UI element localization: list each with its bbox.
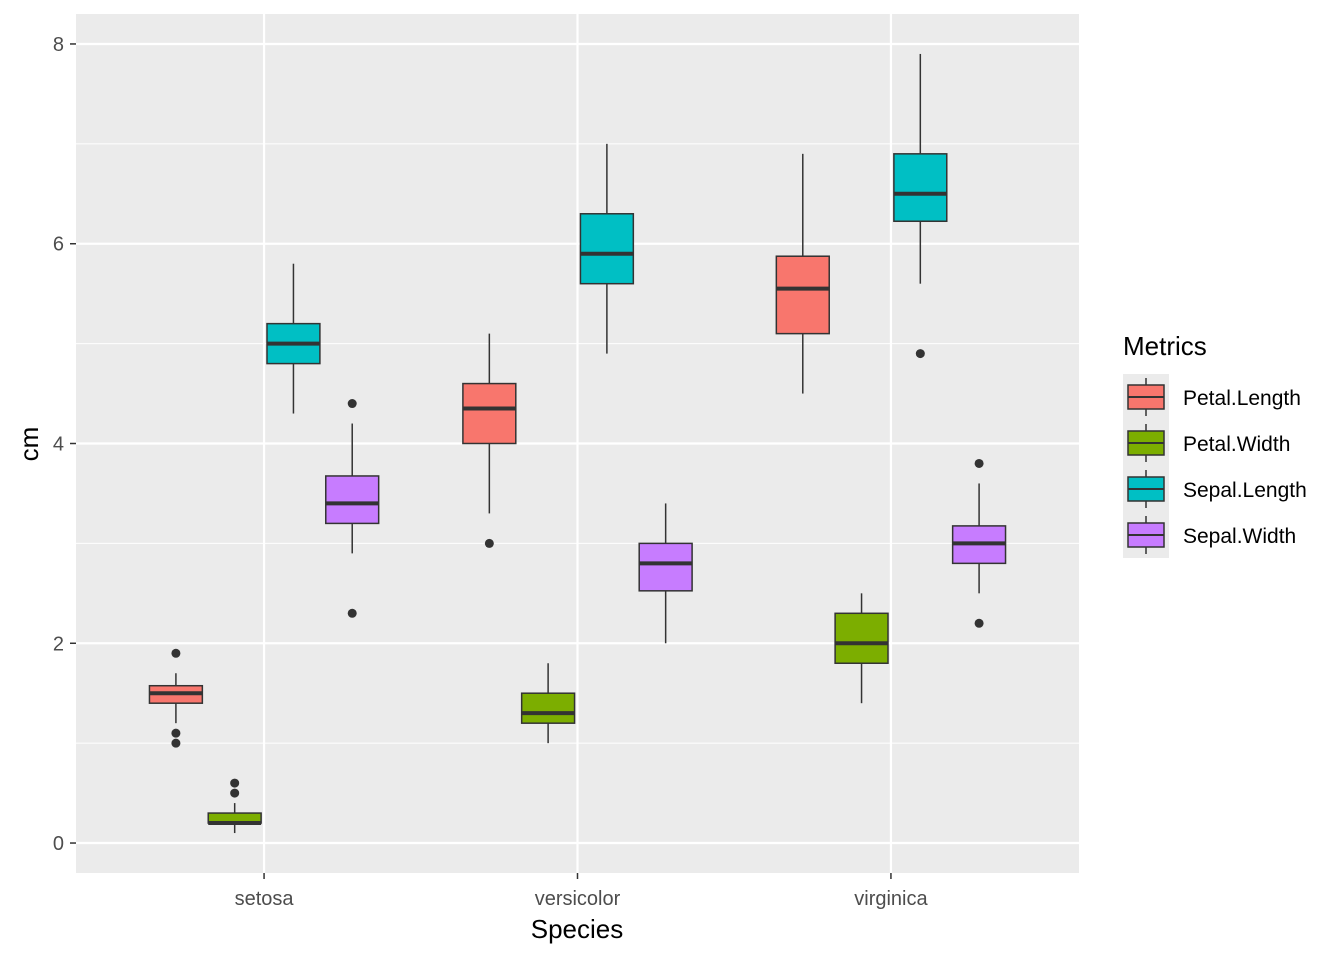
box-body — [638, 542, 693, 592]
legend-title: Metrics — [1123, 331, 1207, 361]
legend-entry-sepal-length: Sepal.Length — [1123, 466, 1307, 512]
x-tick-label: setosa — [235, 888, 295, 910]
outlier-point — [230, 778, 240, 788]
box-petal-length-virginica — [775, 153, 830, 394]
box-petal-width-setosa — [207, 778, 262, 834]
outlier-point — [347, 608, 357, 618]
box-petal-width-versicolor — [520, 663, 576, 744]
legend-entry-petal-length: Petal.Length — [1123, 374, 1301, 420]
legend-entries: Petal.Length Petal.Width Sepal.Length Sepal… — [1123, 374, 1307, 558]
box-sepal-length-virginica — [893, 53, 948, 359]
major-gridlines — [76, 14, 1079, 873]
legend-label: Sepal.Length — [1183, 479, 1307, 502]
outlier-point — [171, 728, 181, 738]
box-body — [325, 475, 380, 525]
box-body — [462, 382, 517, 445]
legend-label: Sepal.Width — [1183, 525, 1296, 548]
legend-entry-sepal-width: Sepal.Width — [1123, 512, 1296, 558]
outlier-point — [171, 738, 181, 748]
outlier-point — [347, 399, 357, 409]
box-petal-length-versicolor — [462, 333, 517, 548]
x-tick-label: virginica — [854, 888, 928, 910]
outlier-point — [915, 349, 925, 359]
box-sepal-width-virginica — [951, 458, 1007, 628]
box-sepal-length-versicolor — [579, 143, 635, 354]
box-body — [775, 255, 830, 335]
x-axis: setosa versicolor virginica — [235, 873, 928, 910]
box-sepal-width-versicolor — [638, 503, 693, 644]
y-tick-label: 4 — [53, 434, 64, 456]
y-tick-label: 0 — [53, 833, 64, 855]
y-axis: 0 2 4 6 8 — [53, 34, 76, 855]
legend-entry-petal-width: Petal.Width — [1123, 420, 1290, 466]
y-axis-title: cm — [14, 427, 44, 462]
box-body — [893, 153, 948, 223]
y-tick-label: 2 — [53, 633, 64, 655]
outlier-point — [171, 648, 181, 658]
box-petal-width-virginica — [834, 593, 889, 704]
y-tick-label: 6 — [53, 234, 64, 256]
legend-label: Petal.Width — [1183, 433, 1290, 456]
legend: Metrics Petal.Length Petal.Width Sepal.Len… — [1123, 331, 1307, 558]
box-body — [520, 692, 576, 724]
box-sepal-width-setosa — [325, 399, 380, 618]
x-tick-label: versicolor — [535, 888, 621, 910]
outlier-point — [484, 538, 494, 548]
box-petal-length-setosa — [148, 648, 204, 748]
outlier-point — [974, 458, 984, 468]
box-body — [834, 612, 889, 664]
legend-label: Petal.Length — [1183, 387, 1301, 410]
box-layer — [148, 53, 1007, 834]
box-sepal-length-setosa — [266, 263, 321, 414]
x-axis-title: Species — [531, 914, 624, 944]
outlier-point — [230, 788, 240, 798]
outlier-point — [974, 618, 984, 628]
y-tick-label: 8 — [53, 34, 64, 56]
box-body — [579, 213, 635, 285]
